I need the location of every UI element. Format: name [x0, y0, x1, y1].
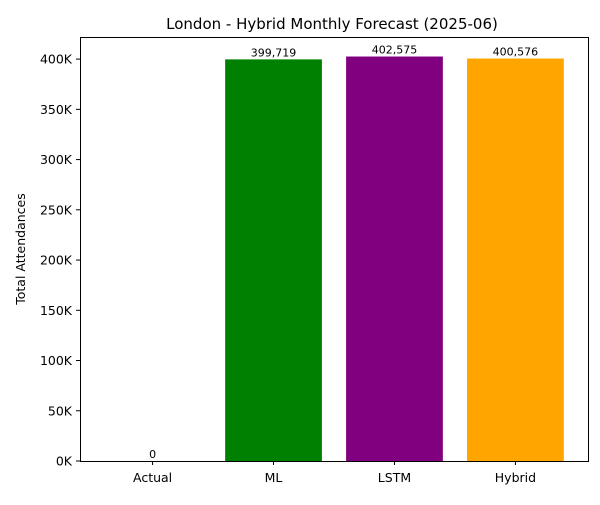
data-label-actual: 0 — [149, 448, 156, 461]
y-tick-label: 100K — [40, 353, 73, 368]
y-tick-label: 300K — [40, 152, 73, 167]
y-tick-label: 200K — [40, 253, 73, 268]
data-label-hybrid: 400,576 — [493, 46, 539, 59]
bar-lstm — [346, 56, 443, 462]
y-tick-label: 50K — [48, 403, 73, 418]
y-axis-label: Total Attendances — [13, 193, 28, 306]
data-label-lstm: 402,575 — [372, 44, 418, 57]
y-tick-label: 350K — [40, 102, 73, 117]
x-tick-label-lstm: LSTM — [378, 470, 411, 485]
y-tick-label: 250K — [40, 202, 73, 217]
bar-ml — [225, 59, 322, 461]
bars-group: 0 399,719 402,575 400,576 — [149, 44, 564, 462]
y-axis: 0K 50K 100K 150K 200K 250K 300K 350K 400K — [40, 52, 80, 469]
y-tick-label: 400K — [40, 52, 73, 67]
y-tick-label: 0K — [56, 454, 73, 469]
plot-frame — [80, 37, 589, 462]
data-label-ml: 399,719 — [251, 46, 297, 59]
x-axis: Actual ML LSTM Hybrid — [133, 461, 536, 485]
chart-title: London - Hybrid Monthly Forecast (2025-0… — [166, 15, 498, 33]
y-tick-label: 150K — [40, 303, 73, 318]
bar-hybrid — [467, 58, 564, 461]
x-tick-label-ml: ML — [265, 470, 283, 485]
x-tick-label-actual: Actual — [133, 470, 172, 485]
x-tick-label-hybrid: Hybrid — [495, 470, 536, 485]
